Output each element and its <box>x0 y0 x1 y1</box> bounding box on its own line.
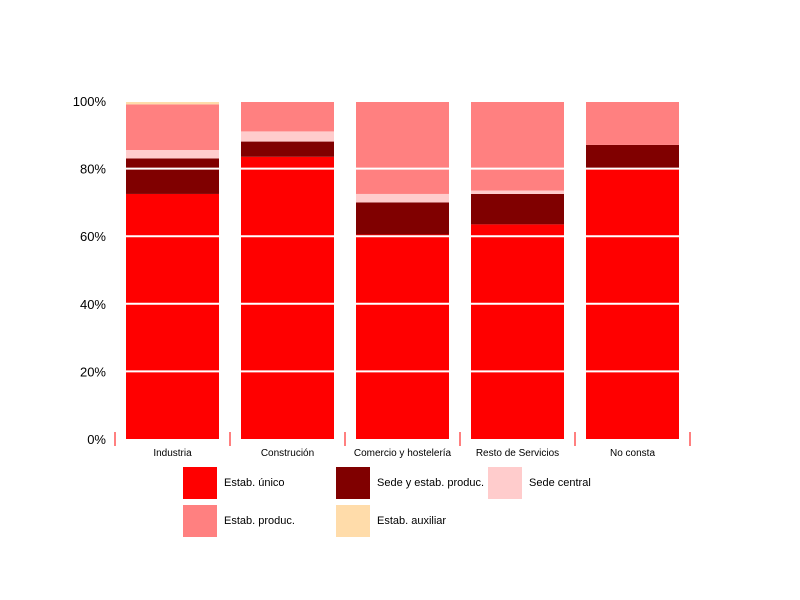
y-tick-label: 60% <box>80 229 106 244</box>
bar-segment-no-consta-sede-y-estab-produc <box>586 144 679 169</box>
bar-segment-resto-de-servicios-estab-unico <box>471 224 564 439</box>
legend-label: Sede y estab. produc. <box>377 477 485 489</box>
x-axis: Industria Construción Comercio y hostelerí… <box>114 432 691 459</box>
bar-segment-resto-de-servicios-sede-central <box>471 190 564 194</box>
bar-segment-comercio-y-hosteleria-sede-y-estab-produc <box>356 202 449 235</box>
legend-label: Estab. único <box>224 477 285 489</box>
bar-segment-construcion-sede-central <box>241 131 334 142</box>
bar-segment-industria-estab-auxiliar <box>126 101 219 105</box>
bar-segment-construcion-sede-y-estab-produc <box>241 141 334 157</box>
legend: Estab. único Sede y estab. produc. Sede … <box>183 467 623 539</box>
y-tick-label: 80% <box>80 162 106 177</box>
legend-item-sede-y-estab-produc: Sede y estab. produc. <box>336 467 484 499</box>
y-tick-label: 0% <box>87 432 106 447</box>
y-tick-label: 40% <box>80 297 106 312</box>
bar-segment-construcion-estab-unico <box>241 156 334 439</box>
legend-item-sede-central: Sede central <box>488 467 591 499</box>
x-tick-label-construcion: Construción <box>261 448 314 459</box>
bar-segment-industria-estab-unico <box>126 193 219 439</box>
bar-segment-comercio-y-hosteleria-sede-central <box>356 193 449 203</box>
y-tick-label: 100% <box>73 94 107 109</box>
bars-group <box>126 101 679 439</box>
bar-segment-comercio-y-hosteleria-estab-produc <box>356 101 449 194</box>
legend-label: Sede central <box>529 477 591 489</box>
bar-segment-resto-de-servicios-estab-produc <box>471 101 564 191</box>
bar-segment-resto-de-servicios-sede-y-estab-produc <box>471 193 564 225</box>
legend-item-estab-unico: Estab. único <box>183 467 285 499</box>
x-tick-label-industria: Industria <box>153 448 192 459</box>
bar-segment-industria-sede-central <box>126 150 219 159</box>
y-tick-label: 20% <box>80 364 106 379</box>
legend-item-estab-auxiliar: Estab. auxiliar <box>336 505 446 537</box>
bar-segment-industria-estab-produc <box>126 104 219 151</box>
legend-swatch <box>336 505 370 537</box>
x-tick-label-comercio-y-hosteleria: Comercio y hostelería <box>354 448 452 459</box>
bar-segment-no-consta-estab-produc <box>586 101 679 145</box>
gridlines <box>115 100 690 373</box>
bar-segment-comercio-y-hosteleria-estab-unico <box>356 234 449 439</box>
bar-segment-construcion-estab-produc <box>241 101 334 132</box>
x-tick-label-resto-de-servicios: Resto de Servicios <box>476 448 559 459</box>
bar-segment-industria-sede-y-estab-produc <box>126 158 219 194</box>
legend-swatch <box>336 467 370 499</box>
legend-swatch <box>183 505 217 537</box>
legend-swatch <box>183 467 217 499</box>
legend-label: Estab. auxiliar <box>377 515 447 527</box>
x-tick-label-no-consta: No consta <box>610 448 655 459</box>
legend-label: Estab. produc. <box>224 515 295 527</box>
y-axis: 0% 20% 40% 60% 80% 100% <box>73 94 107 447</box>
legend-item-estab-produc: Estab. produc. <box>183 505 295 537</box>
legend-swatch <box>488 467 522 499</box>
